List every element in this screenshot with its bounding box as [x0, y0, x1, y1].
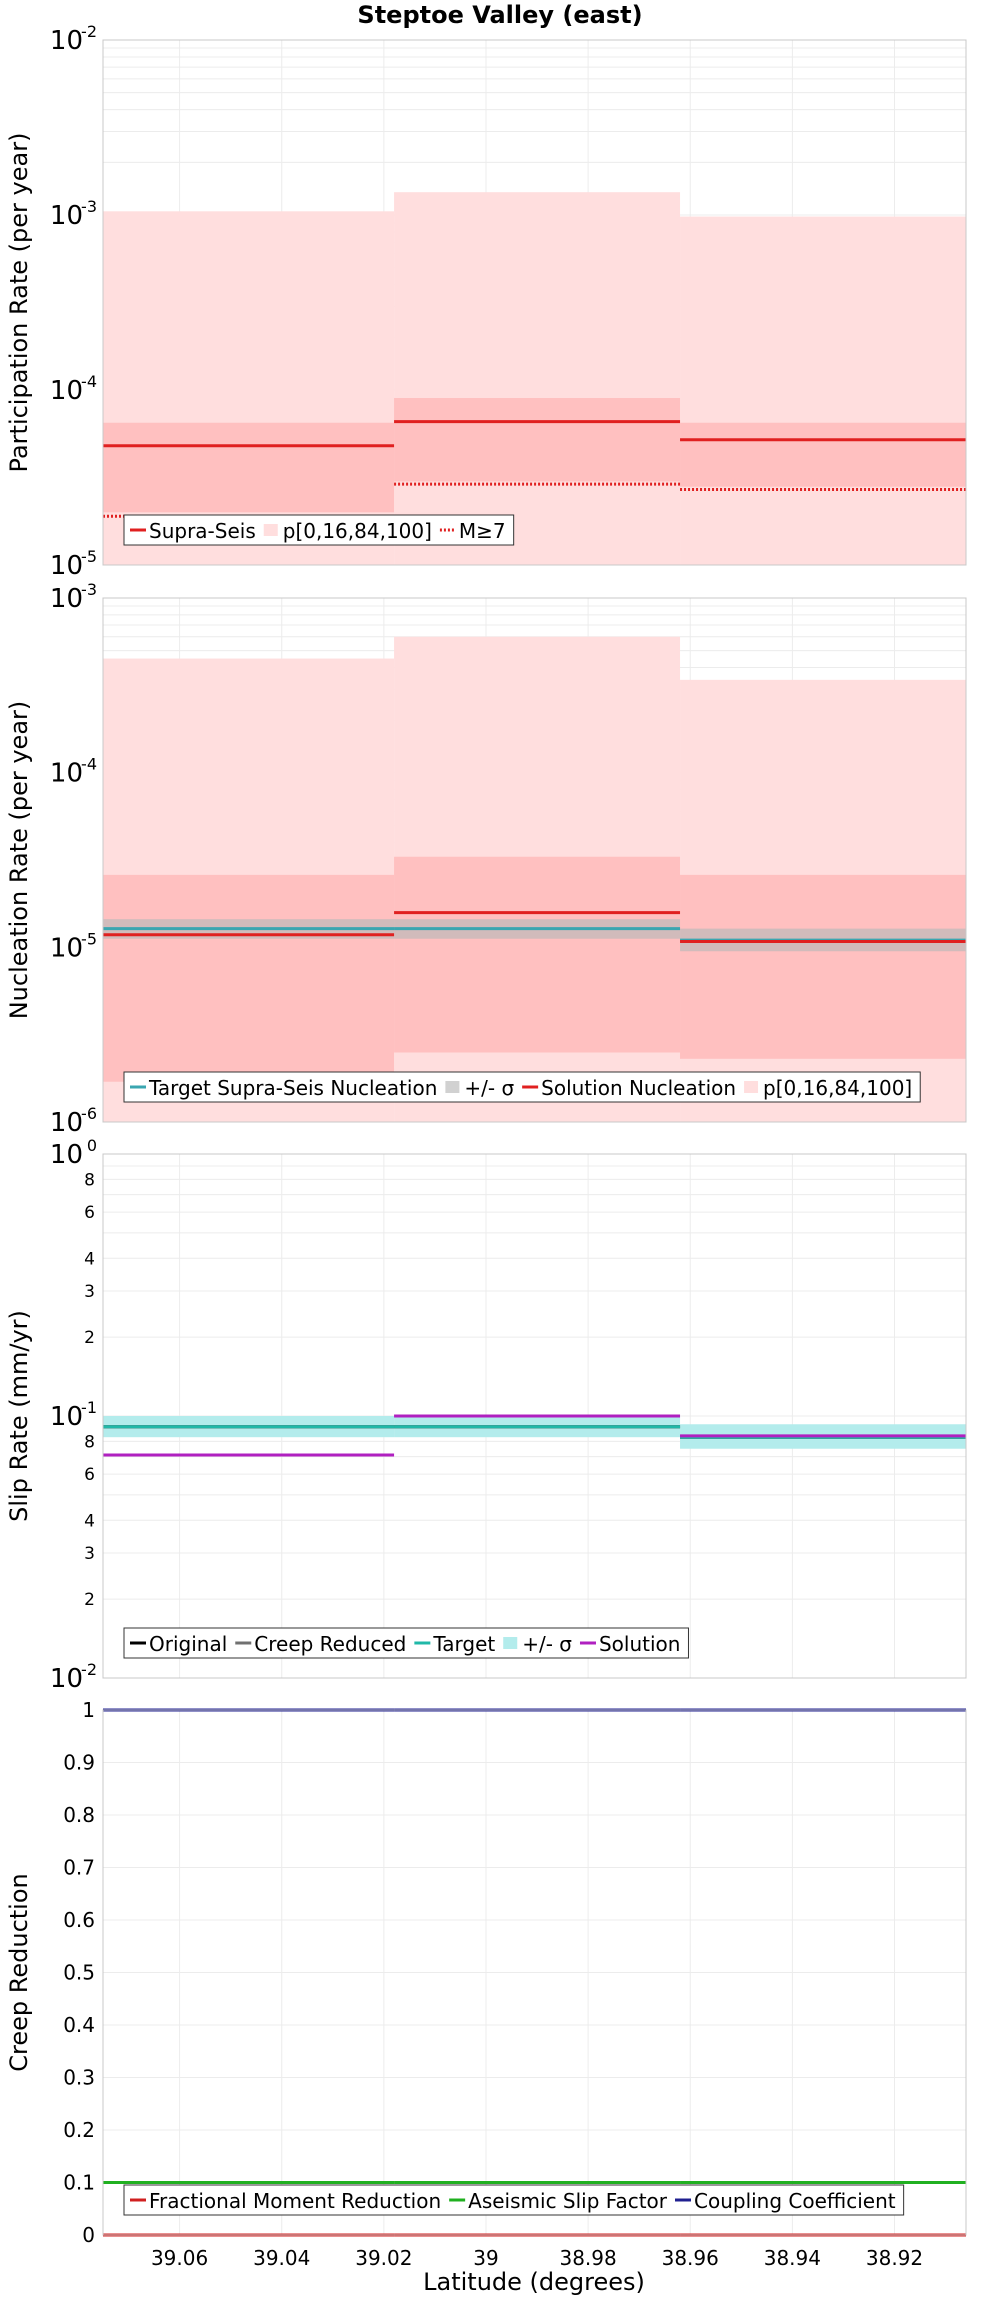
band-segment	[103, 874, 395, 1082]
legend-entry: Original	[149, 1632, 227, 1656]
y-tick-label: 10	[50, 1108, 83, 1138]
y-tick-label: 10	[50, 1664, 83, 1694]
plot-frame	[102, 39, 967, 566]
x-tick-label: 38.94	[764, 2246, 821, 2270]
y-tick-label: 10	[50, 376, 83, 406]
y-axis-label: Participation Rate (per year)	[5, 133, 33, 473]
panel-4: 0 0.1 0.2 0.3 0.4 0.5 0.6 0.7 0.8 0.9 1 Creep Reduc…	[5, 1698, 967, 2270]
legend-entry: M≥7	[459, 519, 506, 543]
legend-box	[123, 2184, 905, 2216]
y-minor-tick-label: 8	[84, 1170, 95, 1190]
y-tick-exponent: -2	[81, 1660, 97, 1679]
y-minor-tick-label: 8	[84, 1432, 95, 1452]
y-axis-label: Nucleation Rate (per year)	[5, 701, 33, 1020]
legend-entry: p[0,16,84,100]	[763, 1076, 912, 1100]
y-minor-tick-label: 3	[84, 1544, 95, 1564]
y-tick-label: 10	[50, 759, 83, 789]
x-tick-label: 39.02	[355, 2246, 412, 2270]
legend: Original Creep Reduced Target +/- σ Solution	[123, 1627, 689, 1659]
y-minor-tick-label: 4	[84, 1511, 95, 1531]
legend: Target Supra-Seis Nucleation +/- σ Solutio…	[123, 1071, 921, 1103]
band-segment	[394, 856, 681, 1053]
plot-frame	[102, 1153, 967, 1679]
legend-entry: Supra-Seis	[149, 519, 256, 543]
y-tick-label: 0	[82, 2223, 95, 2247]
legend: Supra-Seis p[0,16,84,100] M≥7	[123, 514, 515, 546]
y-tick-label: 10	[50, 201, 83, 231]
x-tick-label: 38.96	[662, 2246, 719, 2270]
x-axis-label: Latitude (degrees)	[423, 2268, 645, 2296]
y-tick-label: 10	[50, 1140, 83, 1170]
legend-swatch	[263, 524, 278, 536]
y-tick-label: 10	[50, 551, 83, 581]
x-tick-label: 38.92	[866, 2246, 923, 2270]
y-minor-tick-label: 6	[84, 1203, 95, 1223]
legend-swatch	[445, 1081, 460, 1093]
x-tick-label: 38.98	[559, 2246, 616, 2270]
band-segment	[394, 192, 681, 565]
y-axis-label: Slip Rate (mm/yr)	[5, 1310, 33, 1522]
y-minor-tick-label: 2	[84, 1328, 95, 1348]
legend-entry: Aseismic Slip Factor	[468, 2189, 668, 2213]
y-minor-tick-label: 6	[84, 1465, 95, 1485]
y-tick-label: 0.4	[63, 2013, 95, 2037]
y-tick-label: 0.3	[63, 2066, 95, 2090]
y-tick-label: 0.1	[63, 2171, 95, 2195]
legend-entry: Target Supra-Seis Nucleation	[148, 1076, 437, 1100]
legend-entry: Solution	[599, 1632, 680, 1656]
y-tick-label: 10	[50, 933, 83, 963]
y-tick-exponent: -5	[81, 929, 97, 948]
legend: Fractional Moment Reduction Aseismic Slip…	[123, 2184, 905, 2216]
y-tick-label: 0.9	[63, 1751, 95, 1775]
legend-entry: Creep Reduced	[254, 1632, 406, 1656]
legend-entry: Fractional Moment Reduction	[149, 2189, 441, 2213]
y-tick-label: 0.7	[63, 1856, 95, 1880]
band-segment	[680, 874, 966, 1059]
legend-swatch	[503, 1637, 518, 1649]
legend-entry: Target	[432, 1632, 495, 1656]
legend-entry: Coupling Coefficient	[694, 2189, 896, 2213]
band-segment	[394, 398, 681, 482]
band-segment	[680, 216, 966, 565]
band-segment	[680, 422, 966, 487]
y-tick-exponent: -4	[81, 372, 97, 391]
y-tick-exponent: 0	[87, 1136, 97, 1155]
y-tick-exponent: -5	[81, 547, 97, 566]
y-tick-label: 0.8	[63, 1803, 95, 1827]
y-tick-exponent: -6	[81, 1104, 97, 1123]
plot-frame	[102, 1709, 967, 2236]
y-tick-label: 0.2	[63, 2118, 95, 2142]
legend-entry: p[0,16,84,100]	[283, 519, 432, 543]
y-tick-exponent: -3	[81, 197, 97, 216]
y-tick-label: 10	[50, 1402, 83, 1432]
y-minor-tick-label: 3	[84, 1282, 95, 1302]
y-tick-exponent: -2	[81, 22, 97, 41]
y-axis-label: Creep Reduction	[5, 1873, 33, 2071]
legend-swatch	[744, 1081, 759, 1093]
y-minor-tick-label: 4	[84, 1249, 95, 1269]
plot-frame	[102, 597, 967, 1123]
y-tick-exponent: -1	[81, 1398, 97, 1417]
chart-title: Steptoe Valley (east)	[357, 1, 642, 29]
y-minor-tick-label: 2	[84, 1590, 95, 1610]
legend-entry: Solution Nucleation	[541, 1076, 736, 1100]
x-tick-label: 39.04	[253, 2246, 310, 2270]
y-tick-exponent: -4	[81, 755, 97, 774]
y-tick-exponent: -3	[81, 580, 97, 599]
y-tick-label: 0.5	[63, 1961, 95, 1985]
y-tick-label: 10	[50, 584, 83, 614]
legend-entry: +/- σ	[522, 1632, 572, 1656]
y-tick-label: 0.6	[63, 1908, 95, 1932]
y-tick-label: 10	[50, 26, 83, 56]
x-tick-label: 39	[473, 2246, 498, 2270]
y-tick-label: 1	[82, 1698, 95, 1722]
legend-entry: +/- σ	[464, 1076, 514, 1100]
band-segment	[103, 422, 395, 513]
legend-box	[123, 1071, 921, 1103]
x-tick-label: 39.06	[151, 2246, 208, 2270]
